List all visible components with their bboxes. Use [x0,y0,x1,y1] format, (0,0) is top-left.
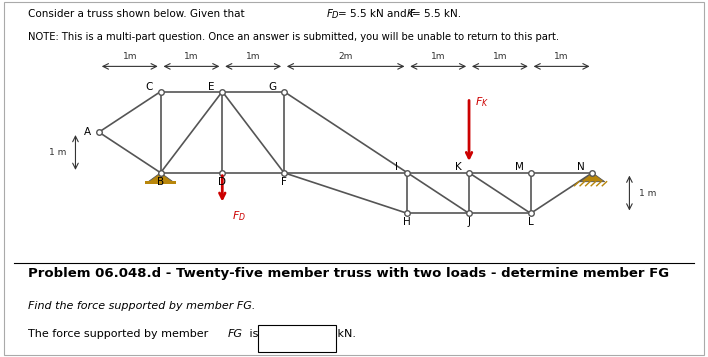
Text: J: J [467,217,471,227]
Text: 1m: 1m [122,52,137,61]
Polygon shape [148,173,173,182]
Text: F: F [281,177,287,187]
Text: = 5.5 kN.: = 5.5 kN. [412,9,461,19]
Text: 1m: 1m [184,52,199,61]
Text: $F_D$: $F_D$ [232,209,246,223]
Text: Find the force supported by member FG.: Find the force supported by member FG. [28,301,256,311]
Text: The force supported by member: The force supported by member [28,328,212,338]
Polygon shape [580,173,605,182]
Text: C: C [146,82,153,92]
Text: $F_K$: $F_K$ [475,96,489,109]
Text: K: K [455,162,462,172]
Text: M: M [515,162,524,172]
Text: B: B [157,177,164,187]
Text: kN.: kN. [334,328,356,338]
Text: E: E [208,82,215,92]
Text: D: D [218,177,227,187]
Text: I: I [395,162,398,172]
Text: H: H [404,217,411,227]
FancyBboxPatch shape [258,326,336,352]
Text: L: L [528,217,534,227]
Text: 1 m: 1 m [639,188,656,197]
Text: F: F [326,9,332,19]
Text: 1m: 1m [246,52,261,61]
Text: D: D [332,11,338,20]
Text: N: N [578,162,586,172]
Text: 1m: 1m [554,52,569,61]
Text: Problem 06.048.d - Twenty-five member truss with two loads - determine member FG: Problem 06.048.d - Twenty-five member tr… [28,267,670,281]
Text: K: K [406,9,413,19]
Text: FG: FG [228,328,243,338]
Text: Consider a truss shown below. Given that: Consider a truss shown below. Given that [28,9,249,19]
Text: is: is [246,328,258,338]
Text: 2m: 2m [338,52,353,61]
Text: G: G [269,82,277,92]
Text: = 5.5 kN and F: = 5.5 kN and F [338,9,416,19]
Text: 1m: 1m [431,52,445,61]
Bar [145,181,176,184]
Text: 1m: 1m [493,52,507,61]
Text: A: A [84,127,91,137]
Text: 1 m: 1 m [50,148,67,157]
Text: NOTE: This is a multi-part question. Once an answer is submitted, you will be un: NOTE: This is a multi-part question. Onc… [28,32,559,42]
